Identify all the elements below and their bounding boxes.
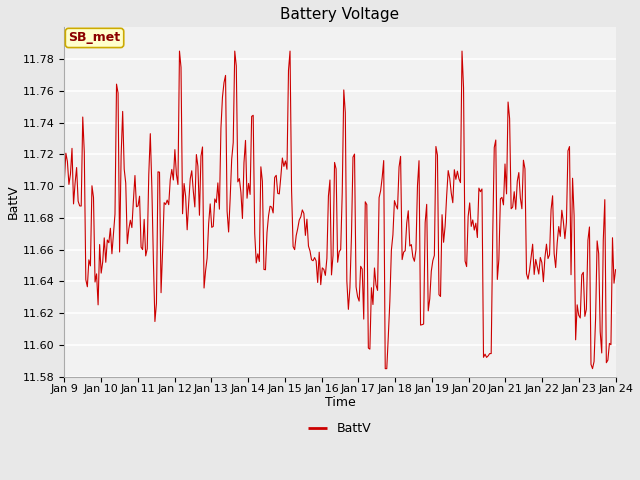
Y-axis label: BattV: BattV: [7, 185, 20, 219]
X-axis label: Time: Time: [324, 396, 355, 408]
Title: Battery Voltage: Battery Voltage: [280, 7, 399, 22]
Legend: BattV: BattV: [303, 417, 376, 440]
Text: SB_met: SB_met: [68, 32, 120, 45]
